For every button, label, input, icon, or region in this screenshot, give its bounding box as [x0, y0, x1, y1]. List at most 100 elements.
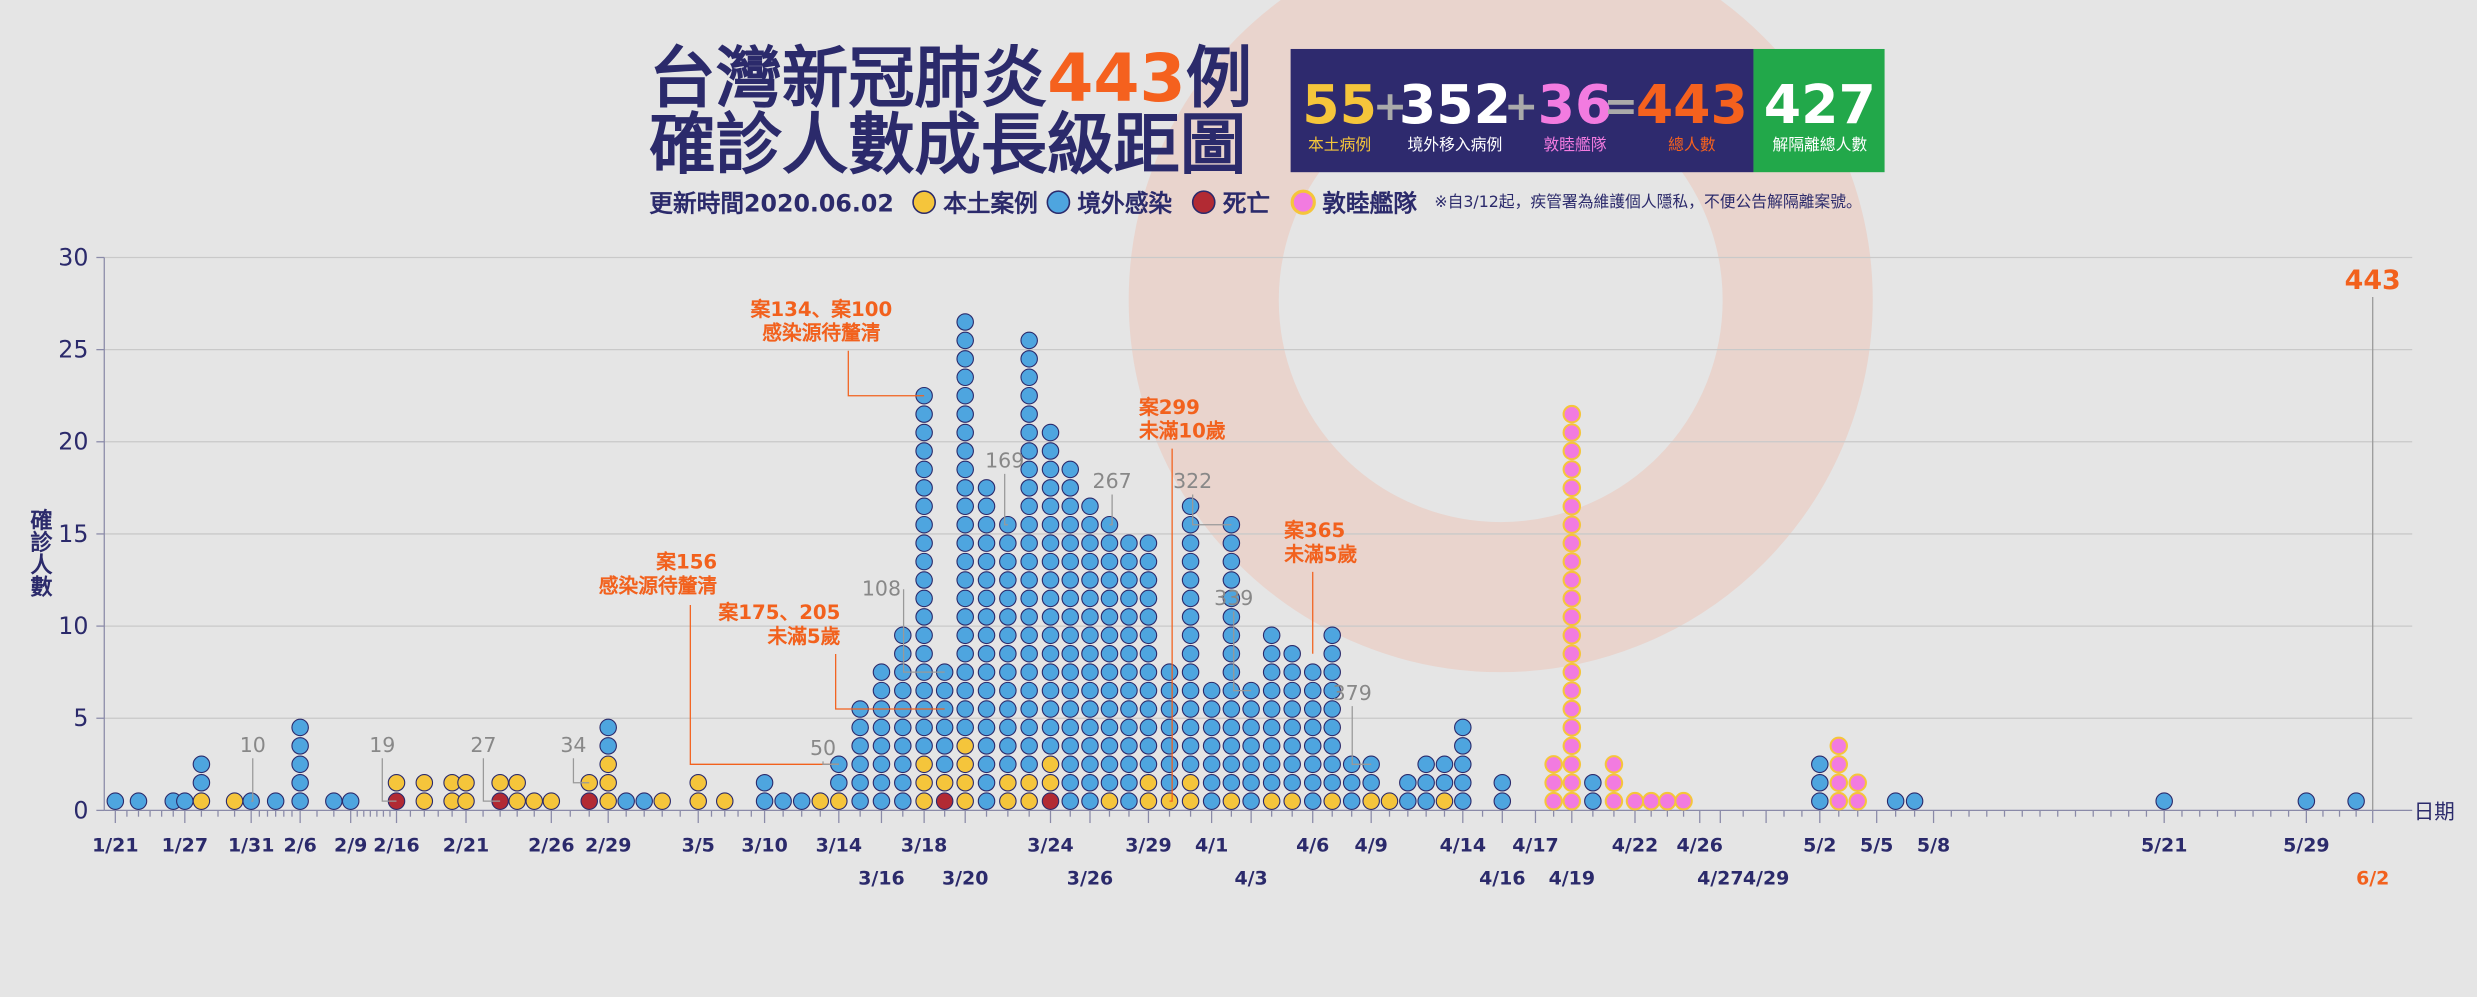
case-dot [1020, 773, 1038, 792]
case-dot [956, 350, 974, 368]
case-dot [1120, 718, 1138, 737]
case-dot [1222, 663, 1241, 681]
case-dot [1380, 792, 1399, 810]
case-dot [1562, 515, 1582, 534]
case-dot [956, 792, 974, 810]
case-dot [1100, 626, 1119, 645]
x-tick-label: 4/17 [1512, 834, 1558, 856]
case-dot [1041, 571, 1060, 589]
case-dot [1120, 571, 1138, 589]
leader-line [572, 758, 590, 784]
case-dot [1562, 497, 1582, 516]
case-number: 27 [470, 733, 496, 757]
case-dot [1120, 626, 1138, 645]
case-dot [1041, 773, 1060, 792]
summary-label: 本土病例 [1308, 135, 1371, 154]
case-dot [1081, 755, 1099, 774]
x-tick-label: 3/26 [1067, 868, 1113, 890]
x-tick-label: 1/21 [92, 834, 138, 856]
case-dot [851, 755, 869, 774]
legend-marker [1046, 190, 1071, 215]
case-dot [1120, 589, 1138, 608]
case-dot [872, 718, 891, 737]
case-dot [956, 331, 974, 350]
case-dot [1435, 773, 1454, 792]
case-dot [1399, 773, 1417, 792]
case-dot [1303, 700, 1322, 718]
case-dot [872, 663, 891, 681]
case-dot [1041, 700, 1060, 718]
case-dot [1041, 442, 1060, 460]
case-dot [915, 534, 933, 552]
case-dot [1303, 773, 1322, 792]
case-dot [1262, 718, 1281, 737]
case-dot [977, 755, 996, 774]
case-dot [1202, 718, 1221, 737]
case-dot [1181, 718, 1200, 737]
case-dot [1081, 515, 1099, 534]
x-tick-label: 5/8 [1917, 834, 1950, 856]
case-dot [915, 755, 933, 774]
case-dot [1262, 681, 1281, 700]
case-dot [915, 737, 933, 755]
case-dot [977, 773, 996, 792]
case-dot [1584, 773, 1602, 792]
case-dot [1139, 663, 1158, 681]
case-dot [1562, 404, 1582, 424]
case-dot [1323, 718, 1341, 737]
case-dot [999, 792, 1017, 810]
case-dot [1454, 755, 1472, 774]
case-dot [1139, 755, 1158, 774]
case-dot [689, 792, 707, 810]
summary-operator: = [1604, 82, 1638, 130]
summary-label: 總人數 [1668, 135, 1716, 154]
x-tick-label: 5/5 [1860, 834, 1893, 856]
case-dot [977, 681, 996, 700]
case-dot [1020, 663, 1038, 681]
case-dot [1222, 644, 1241, 663]
case-dot [325, 792, 343, 810]
summary-value: 352 [1399, 73, 1511, 136]
case-dot [915, 773, 933, 792]
case-dot [894, 626, 912, 645]
case-dot [1100, 608, 1119, 626]
case-dot [1283, 792, 1301, 810]
case-dot [1829, 755, 1849, 774]
case-dot [915, 626, 933, 645]
case-dot [1222, 571, 1241, 589]
annotation-line: 案299 [1138, 396, 1200, 419]
annotation: 案134、案100 感染源待釐清 [750, 298, 893, 345]
case-dot [1120, 773, 1138, 792]
annotation-line: 案156 [655, 551, 717, 574]
case-dot [851, 773, 869, 792]
case-dot [915, 479, 933, 497]
case-dot [755, 773, 774, 792]
case-dot [1544, 755, 1563, 774]
case-dot [1562, 478, 1582, 498]
case-dot [915, 571, 933, 589]
annotation: 案175、205 未滿5歲 [718, 601, 841, 648]
case-dot [1041, 589, 1060, 608]
x-tick-label: 4/22 [1612, 834, 1658, 856]
case-dot [956, 313, 974, 331]
case-dot [977, 737, 996, 755]
case-dot [1020, 718, 1038, 737]
case-dot [977, 515, 996, 534]
case-dot [1041, 755, 1060, 774]
case-dot [1181, 552, 1200, 571]
case-dot [915, 589, 933, 608]
case-dot [1262, 737, 1281, 755]
case-dot [1061, 497, 1080, 516]
case-dot [1242, 737, 1260, 755]
case-dot [851, 792, 869, 810]
case-dot [1120, 552, 1138, 571]
case-dot [1160, 663, 1179, 681]
case-dot [1061, 737, 1080, 755]
case-dot [1041, 460, 1060, 479]
case-dot [1323, 644, 1341, 663]
released-value: 427 [1764, 73, 1876, 136]
case-dot [1061, 773, 1080, 792]
case-dot [774, 792, 792, 810]
case-dot [1562, 460, 1582, 479]
case-dot [1100, 589, 1119, 608]
